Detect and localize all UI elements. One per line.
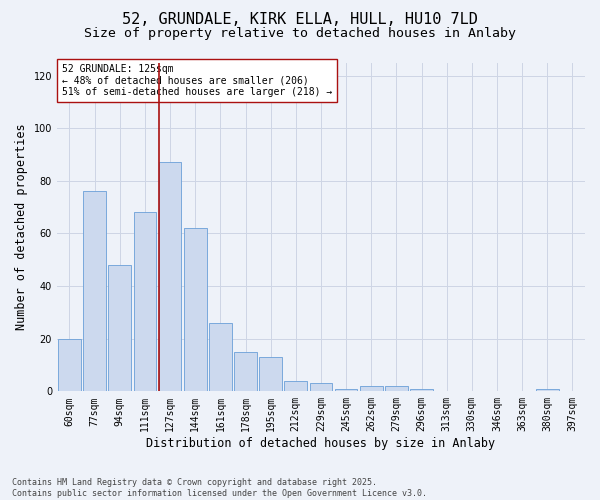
Y-axis label: Number of detached properties: Number of detached properties	[15, 124, 28, 330]
Bar	[134, 212, 156, 392]
Bar	[310, 384, 332, 392]
Bar	[385, 386, 408, 392]
Bar	[259, 357, 282, 392]
Bar	[83, 192, 106, 392]
X-axis label: Distribution of detached houses by size in Anlaby: Distribution of detached houses by size …	[146, 437, 496, 450]
Text: 52, GRUNDALE, KIRK ELLA, HULL, HU10 7LD: 52, GRUNDALE, KIRK ELLA, HULL, HU10 7LD	[122, 12, 478, 28]
Bar	[58, 338, 81, 392]
Bar	[109, 265, 131, 392]
Bar	[410, 388, 433, 392]
Bar	[234, 352, 257, 392]
Text: Size of property relative to detached houses in Anlaby: Size of property relative to detached ho…	[84, 28, 516, 40]
Text: 52 GRUNDALE: 125sqm
← 48% of detached houses are smaller (206)
51% of semi-detac: 52 GRUNDALE: 125sqm ← 48% of detached ho…	[62, 64, 332, 98]
Bar	[536, 388, 559, 392]
Bar	[335, 388, 358, 392]
Text: Contains HM Land Registry data © Crown copyright and database right 2025.
Contai: Contains HM Land Registry data © Crown c…	[12, 478, 427, 498]
Bar	[184, 228, 206, 392]
Bar	[360, 386, 383, 392]
Bar	[209, 323, 232, 392]
Bar	[284, 381, 307, 392]
Bar	[159, 162, 181, 392]
